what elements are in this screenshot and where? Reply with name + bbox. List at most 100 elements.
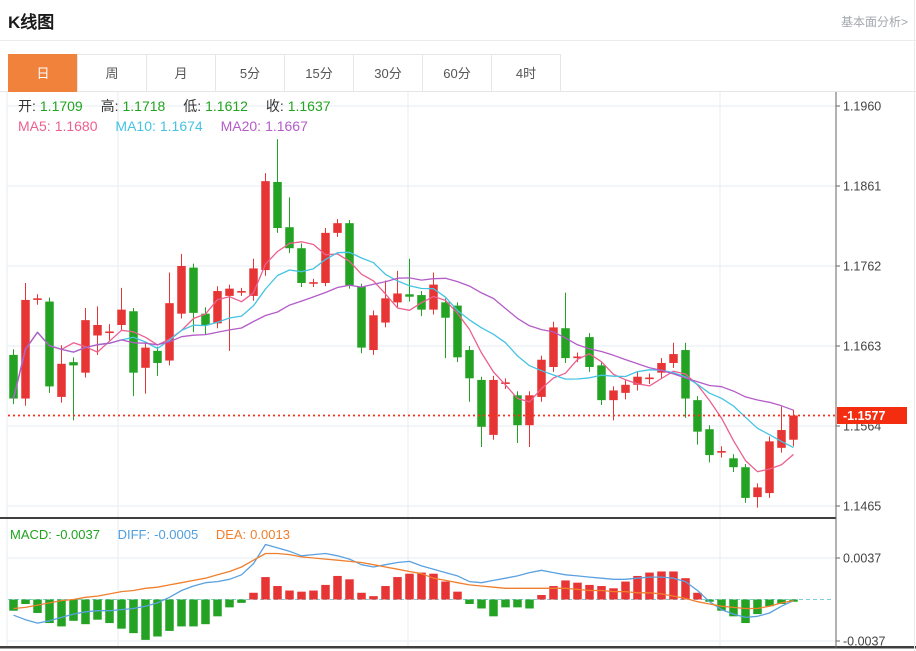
candle-body[interactable] — [729, 458, 738, 468]
macd-bar[interactable] — [237, 599, 246, 603]
candle-body[interactable] — [393, 293, 402, 303]
candle-body[interactable] — [297, 248, 306, 283]
macd-bar[interactable] — [609, 588, 618, 600]
candle-body[interactable] — [357, 287, 366, 348]
candle-body[interactable] — [789, 415, 798, 440]
candle-body[interactable] — [117, 309, 126, 325]
candle-body[interactable] — [9, 354, 18, 399]
macd-bar[interactable] — [753, 599, 762, 615]
candle-body[interactable] — [441, 302, 450, 318]
candle-body[interactable] — [525, 395, 534, 426]
macd-bar[interactable] — [201, 599, 210, 625]
macd-bar[interactable] — [585, 584, 594, 600]
macd-bar[interactable] — [333, 575, 342, 600]
candle-body[interactable] — [573, 356, 582, 359]
macd-bar[interactable] — [45, 599, 54, 624]
candle-body[interactable] — [213, 291, 222, 324]
candle-body[interactable] — [645, 377, 654, 380]
macd-bar[interactable] — [117, 599, 126, 629]
macd-bar[interactable] — [345, 579, 354, 600]
candle-body[interactable] — [153, 350, 162, 363]
candle-body[interactable] — [249, 268, 258, 296]
macd-bar[interactable] — [561, 580, 570, 600]
candle-body[interactable] — [501, 382, 510, 384]
candle-body[interactable] — [621, 384, 630, 393]
macd-bar[interactable] — [501, 599, 510, 608]
macd-bar[interactable] — [441, 581, 450, 600]
candle-body[interactable] — [345, 223, 354, 286]
tab-4时[interactable]: 4时 — [491, 54, 561, 92]
candle-body[interactable] — [309, 282, 318, 284]
macd-bar[interactable] — [141, 599, 150, 640]
macd-bar[interactable] — [453, 591, 462, 600]
macd-bar[interactable] — [357, 592, 366, 600]
candle-body[interactable] — [177, 265, 186, 314]
candle-body[interactable] — [93, 324, 102, 336]
macd-bar[interactable] — [705, 599, 714, 602]
candle-body[interactable] — [321, 232, 330, 283]
candle-body[interactable] — [141, 347, 150, 368]
macd-bar[interactable] — [513, 599, 522, 608]
macd-bar[interactable] — [153, 599, 162, 637]
macd-bar[interactable] — [177, 599, 186, 627]
macd-bar[interactable] — [33, 599, 42, 613]
macd-bar[interactable] — [321, 584, 330, 600]
candle-body[interactable] — [105, 331, 114, 334]
candle-body[interactable] — [225, 288, 234, 296]
macd-bar[interactable] — [477, 599, 486, 609]
candle-body[interactable] — [489, 379, 498, 435]
macd-bar[interactable] — [717, 599, 726, 611]
macd-bar[interactable] — [69, 599, 78, 621]
candle-body[interactable] — [129, 311, 138, 373]
candle-body[interactable] — [765, 441, 774, 494]
macd-bar[interactable] — [261, 577, 270, 600]
candle-body[interactable] — [237, 291, 246, 293]
macd-bar[interactable] — [297, 591, 306, 600]
macd-bar[interactable] — [597, 586, 606, 600]
candle-body[interactable] — [669, 354, 678, 363]
candle-body[interactable] — [741, 467, 750, 498]
candle-body[interactable] — [717, 451, 726, 453]
candle-body[interactable] — [705, 429, 714, 456]
macd-bar[interactable] — [381, 586, 390, 600]
macd-bar[interactable] — [633, 575, 642, 600]
candle-body[interactable] — [537, 359, 546, 397]
macd-bar[interactable] — [693, 592, 702, 600]
macd-bar[interactable] — [393, 577, 402, 600]
candle-body[interactable] — [33, 298, 42, 300]
candle-body[interactable] — [777, 430, 786, 448]
candle-body[interactable] — [753, 487, 762, 498]
macd-bar[interactable] — [429, 573, 438, 600]
candle-body[interactable] — [633, 376, 642, 385]
candle-body[interactable] — [549, 327, 558, 368]
macd-bar[interactable] — [21, 599, 30, 604]
macd-bar[interactable] — [777, 599, 786, 604]
macd-bar[interactable] — [573, 582, 582, 600]
macd-bar[interactable] — [225, 599, 234, 608]
tab-30分[interactable]: 30分 — [353, 54, 423, 92]
macd-bar[interactable] — [93, 599, 102, 620]
macd-bar[interactable] — [9, 599, 18, 611]
macd-bar[interactable] — [537, 595, 546, 600]
tab-月[interactable]: 月 — [146, 54, 216, 92]
candle-body[interactable] — [261, 181, 270, 271]
candle-body[interactable] — [333, 223, 342, 233]
macd-bar[interactable] — [525, 599, 534, 609]
macd-bar[interactable] — [741, 599, 750, 624]
macd-bar[interactable] — [645, 572, 654, 600]
macd-bar[interactable] — [657, 571, 666, 600]
candle-body[interactable] — [597, 365, 606, 401]
candle-body[interactable] — [405, 294, 414, 297]
candle-body[interactable] — [45, 301, 54, 387]
macd-bar[interactable] — [249, 592, 258, 600]
macd-bar[interactable] — [681, 578, 690, 600]
macd-bar[interactable] — [549, 586, 558, 600]
macd-bar[interactable] — [129, 599, 138, 634]
candle-body[interactable] — [369, 315, 378, 351]
candle-body[interactable] — [201, 313, 210, 325]
candle-body[interactable] — [165, 303, 174, 361]
candle-body[interactable] — [285, 227, 294, 249]
macd-bar[interactable] — [465, 599, 474, 604]
macd-bar[interactable] — [417, 572, 426, 600]
candle-body[interactable] — [465, 350, 474, 379]
